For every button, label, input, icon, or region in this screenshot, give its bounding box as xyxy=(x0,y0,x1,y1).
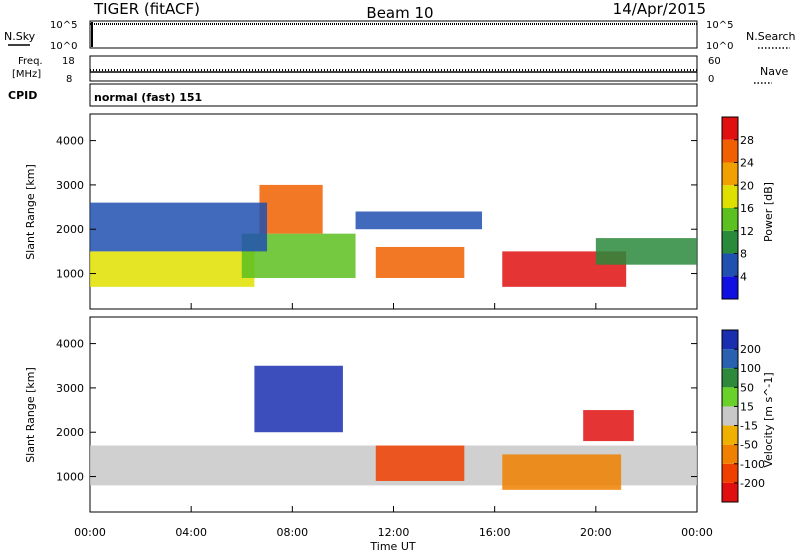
velocity-echo-region-4 xyxy=(583,410,634,442)
power-colorbar-tick-label-1: 8 xyxy=(740,248,747,261)
power-echo-region-4 xyxy=(355,211,483,230)
xtick-label-6: 00:00 xyxy=(681,526,713,539)
cpid-text: normal (fast) 151 xyxy=(94,91,202,104)
velocity-colorbar-swatch-4 xyxy=(722,406,738,426)
nave-tick-bottom: 0 xyxy=(708,74,714,85)
power-ytick-label-2: 3000 xyxy=(56,179,84,192)
velocity-colorbar-label: Velocity [m s^-1] xyxy=(762,372,775,467)
date-title: 14/Apr/2015 xyxy=(613,0,706,18)
velocity-panel: 1000 2000 3000 4000 Slant Range [km] 200 100… xyxy=(24,316,775,513)
power-echo-region-0 xyxy=(90,251,255,287)
xtick-label-0: 00:00 xyxy=(74,526,106,539)
power-echo-region-2 xyxy=(259,184,323,234)
power-colorbar-label: Power [dB] xyxy=(762,182,775,242)
velocity-colorbar-swatch-7 xyxy=(722,349,738,369)
velocity-ytick-label-3: 4000 xyxy=(56,338,84,351)
power-colorbar-swatch-5 xyxy=(722,162,738,186)
nsearch-label: N.Search xyxy=(746,30,796,43)
freq-label: Freq. xyxy=(18,56,43,67)
power-colorbar-swatch-4 xyxy=(722,185,738,208)
radar-title: TIGER (fitACF) xyxy=(93,0,200,18)
velocity-colorbar-swatch-2 xyxy=(722,444,738,464)
power-colorbar-swatch-0 xyxy=(722,276,738,299)
velocity-colorbar-tick-label-3: 15 xyxy=(740,400,754,413)
velocity-colorbar-tick-label-7: -200 xyxy=(740,477,765,490)
freq-tick-bottom: 8 xyxy=(66,74,72,85)
nsky-strip: N.Sky 10^5 10^0 10^5 10^0 N.Search xyxy=(4,20,796,52)
time-axis: 00:00 04:00 08:00 12:00 16:00 20:00 00:00 xyxy=(74,303,713,539)
velocity-colorbar-swatch-1 xyxy=(722,463,738,483)
nsky-tick-bottom: 10^0 xyxy=(50,41,77,52)
velocity-colorbar-tick-label-2: 50 xyxy=(740,381,754,394)
power-ylabel: Slant Range [km] xyxy=(24,164,37,260)
power-data-layer xyxy=(90,184,697,287)
beam-title: Beam 10 xyxy=(366,4,433,22)
xtick-label-2: 08:00 xyxy=(276,526,308,539)
velocity-ytick-label-0: 1000 xyxy=(56,471,84,484)
xtick-label-1: 04:00 xyxy=(175,526,207,539)
velocity-echo-region-2 xyxy=(375,445,465,481)
xtick-label-3: 12:00 xyxy=(378,526,410,539)
velocity-colorbar-tick-label-0: 200 xyxy=(740,343,761,356)
power-colorbar: 4 8 12 16 20 24 28 xyxy=(721,116,754,300)
power-colorbar-swatch-7 xyxy=(722,117,738,140)
velocity-colorbar-frame xyxy=(721,329,739,503)
power-colorbar-swatch-2 xyxy=(722,230,738,254)
velocity-colorbar-tick-label-1: 100 xyxy=(740,362,761,375)
velocity-echo-region-1 xyxy=(254,365,343,433)
power-colorbar-tick-label-3: 16 xyxy=(740,202,754,215)
power-panel: 1000 2000 3000 4000 Slant Range [km] 4 8 12 16… xyxy=(24,113,775,310)
power-echo-region-6 xyxy=(595,238,697,265)
cpid-strip: CPID normal (fast) 151 xyxy=(8,83,698,107)
velocity-colorbar-tick-label-4: -15 xyxy=(740,420,758,433)
power-colorbar-tick-label-2: 12 xyxy=(740,225,754,238)
velocity-y-axis: 1000 2000 3000 4000 xyxy=(56,338,697,484)
power-colorbar-swatch-1 xyxy=(722,253,738,277)
velocity-colorbar-swatch-3 xyxy=(722,425,738,445)
velocity-ytick-label-2: 3000 xyxy=(56,382,84,395)
cpid-label: CPID xyxy=(8,89,37,102)
velocity-ylabel: Slant Range [km] xyxy=(24,367,37,463)
velocity-colorbar-swatch-0 xyxy=(722,482,738,502)
nsearch-tick-top: 10^5 xyxy=(706,20,733,31)
freq-tick-top: 18 xyxy=(62,56,75,67)
power-colorbar-swatch-6 xyxy=(722,139,738,163)
time-axis-label: Time UT xyxy=(369,540,415,553)
power-echo-region-7 xyxy=(90,202,268,252)
velocity-colorbar-tick-label-5: -50 xyxy=(740,439,758,452)
nsky-label: N.Sky xyxy=(4,30,36,43)
power-colorbar-tick-label-6: 28 xyxy=(740,134,754,147)
power-ytick-label-3: 4000 xyxy=(56,135,84,148)
freq-strip: Freq. [MHz] 18 8 60 0 Nave xyxy=(12,55,788,85)
power-echo-region-3 xyxy=(375,246,465,278)
cpid-frame xyxy=(89,83,698,107)
power-colorbar-tick-label-0: 4 xyxy=(740,270,747,283)
velocity-colorbar-swatch-6 xyxy=(722,368,738,388)
power-y-axis: 1000 2000 3000 4000 xyxy=(56,135,697,281)
power-colorbar-swatch-3 xyxy=(722,208,738,231)
nave-tick-top: 60 xyxy=(708,56,721,67)
power-ytick-label-0: 1000 xyxy=(56,268,84,281)
velocity-colorbar-tick-label-6: -100 xyxy=(740,458,765,471)
xtick-label-4: 16:00 xyxy=(479,526,511,539)
xtick-label-5: 20:00 xyxy=(580,526,612,539)
nsky-frame xyxy=(89,20,698,49)
nsky-tick-top: 10^5 xyxy=(50,20,77,31)
power-colorbar-tick-label-5: 24 xyxy=(740,157,754,170)
velocity-colorbar: 200 100 50 15 -15 -50 -100 -200 xyxy=(721,329,765,503)
nsearch-tick-bottom: 10^0 xyxy=(706,41,733,52)
power-colorbar-tick-label-4: 20 xyxy=(740,179,754,192)
velocity-colorbar-swatch-8 xyxy=(722,330,738,350)
nave-label: Nave xyxy=(760,65,788,78)
freq-unit: [MHz] xyxy=(12,69,41,80)
velocity-colorbar-swatch-5 xyxy=(722,387,738,407)
freq-frame xyxy=(89,55,698,82)
velocity-echo-region-3 xyxy=(502,454,622,490)
velocity-ytick-label-1: 2000 xyxy=(56,426,84,439)
velocity-data-layer xyxy=(90,365,697,490)
power-ytick-label-1: 2000 xyxy=(56,223,84,236)
